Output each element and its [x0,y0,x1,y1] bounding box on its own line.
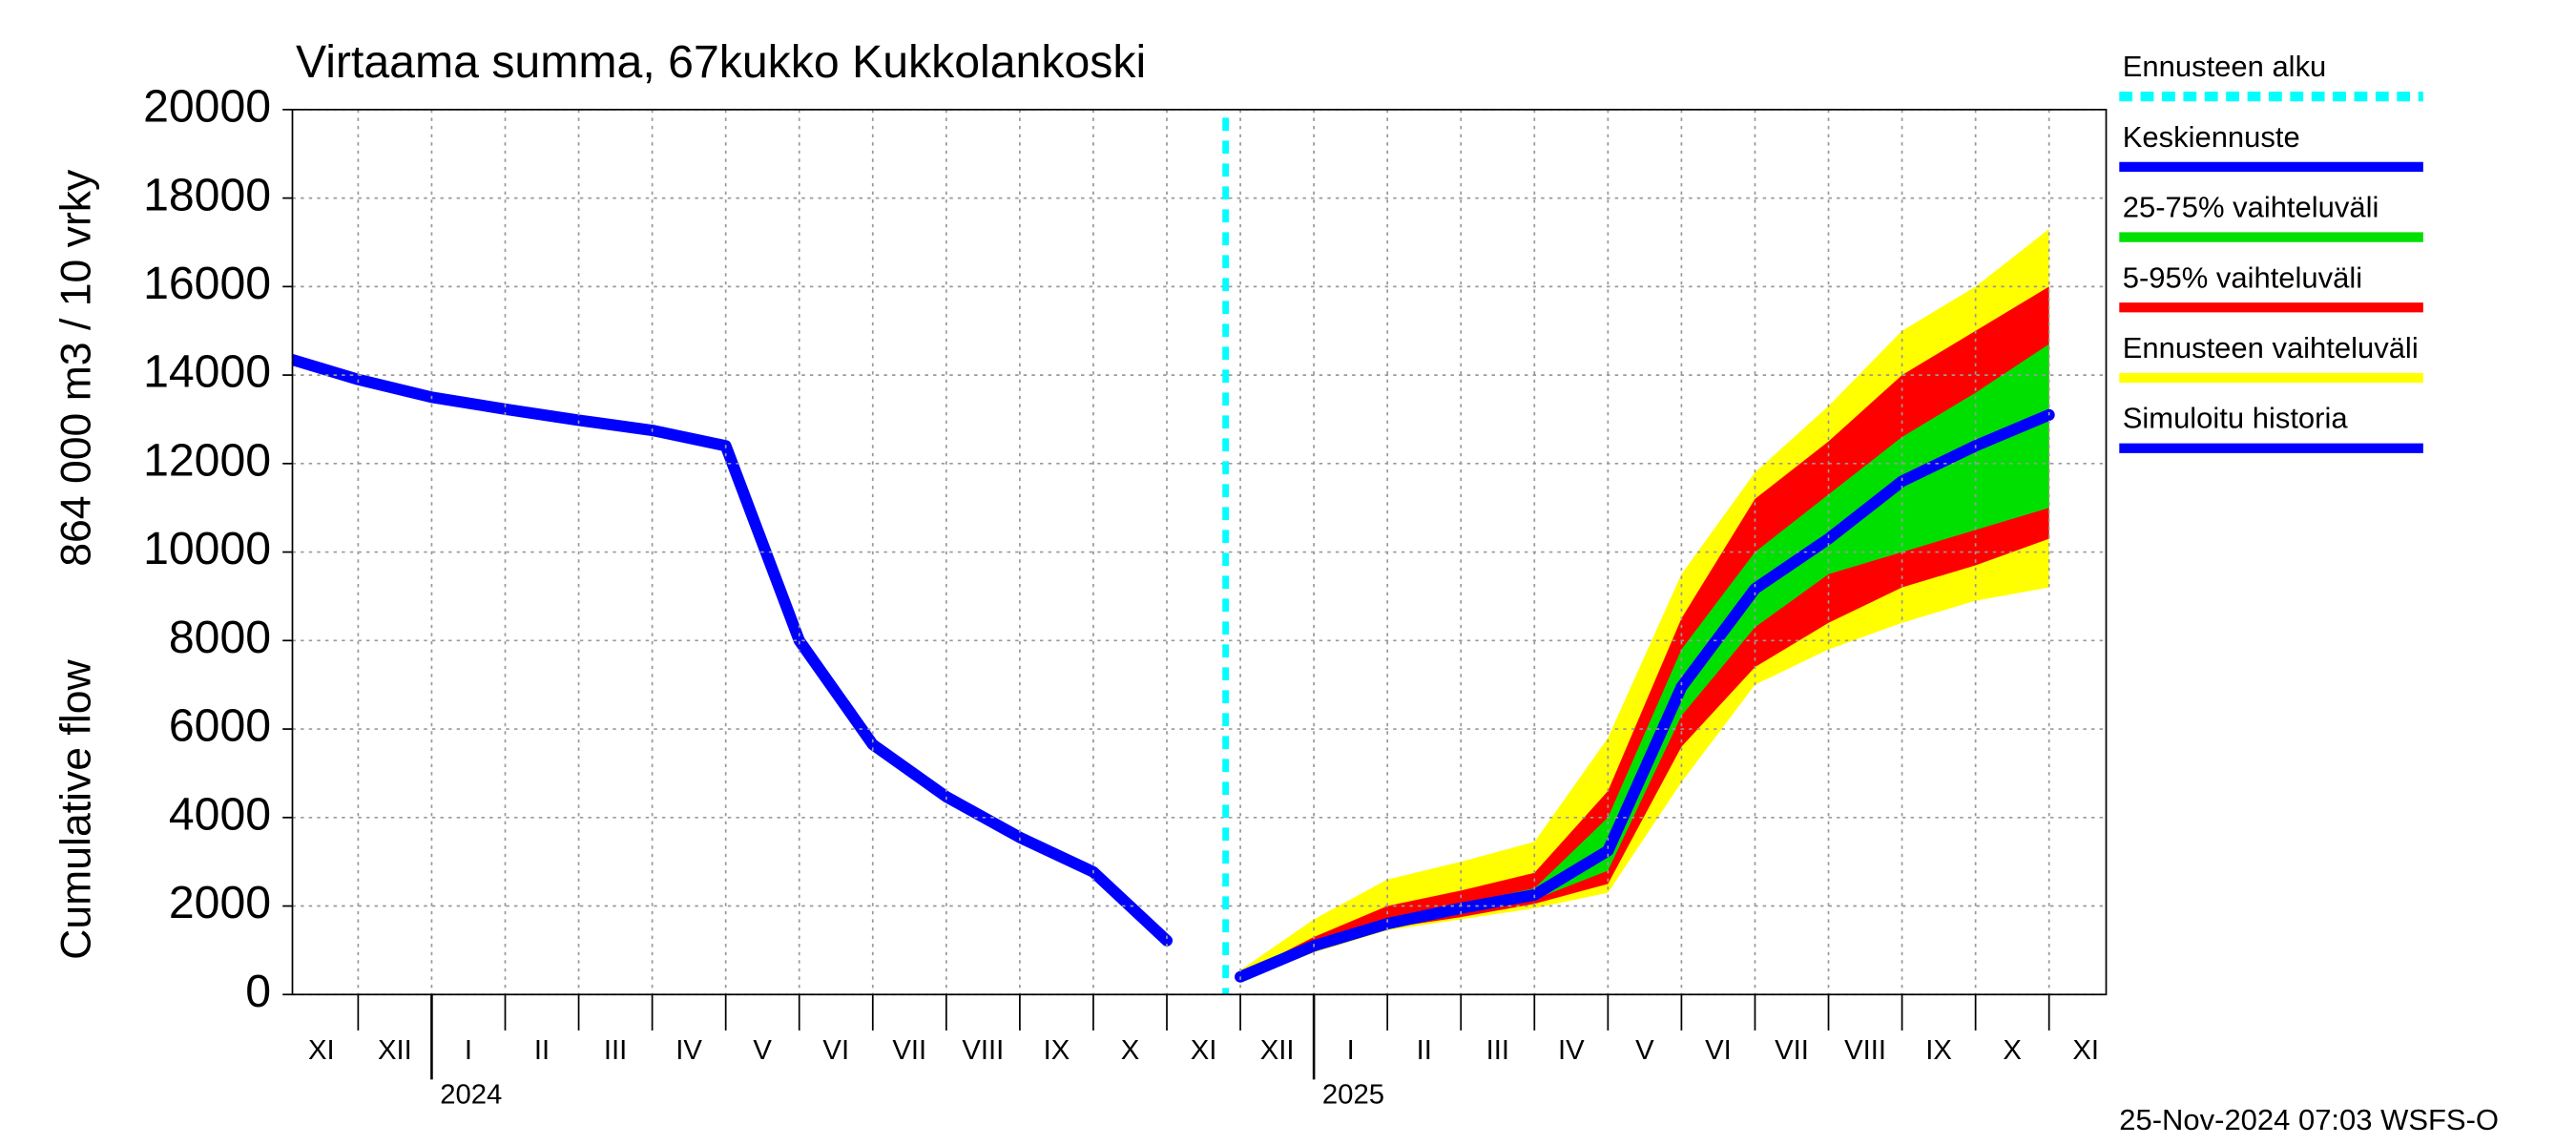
y-tick-label: 8000 [169,612,271,663]
y-tick-label: 4000 [169,789,271,841]
legend-label: Simuloitu historia [2123,402,2349,435]
x-tick-label: VII [1775,1035,1809,1066]
legend-label: Ennusteen alku [2123,50,2327,83]
y-axis-label: 864 000 m3 / 10 vrky [52,169,99,567]
x-tick-label: IX [1044,1035,1070,1066]
x-tick-label: IV [1558,1035,1585,1066]
x-tick-label: III [604,1035,627,1066]
band-area [1240,229,2049,982]
y-tick-label: 0 [245,966,271,1017]
x-tick-label: V [753,1035,772,1066]
y-tick-label: 14000 [143,346,271,398]
x-tick-label: X [2003,1035,2022,1066]
x-tick-label: IV [675,1035,702,1066]
y-tick-label: 16000 [143,258,271,309]
x-tick-label: II [534,1035,550,1066]
y-tick-label: 2000 [169,877,271,928]
year-label: 2024 [440,1079,502,1110]
x-tick-label: IX [1925,1035,1952,1066]
year-label: 2025 [1322,1079,1384,1110]
legend-label: Keskiennuste [2123,120,2300,154]
x-tick-label: I [1347,1035,1355,1066]
x-tick-label: VII [892,1035,926,1066]
x-tick-label: I [465,1035,472,1066]
x-tick-label: X [1121,1035,1140,1066]
y-tick-label: 20000 [143,81,271,133]
y-tick-label: 6000 [169,700,271,752]
plot-frame [291,109,2108,996]
x-tick-label: XI [1191,1035,1217,1066]
y-tick-label: 18000 [143,169,271,220]
x-tick-label: XI [2072,1035,2099,1066]
x-tick-label: XII [378,1035,412,1066]
y-tick-label: 10000 [143,523,271,574]
x-tick-label: III [1486,1035,1509,1066]
chart-title: Virtaama summa, 67kukko Kukkolankoski [296,36,1146,88]
x-tick-label: VIII [962,1035,1004,1066]
timestamp: 25-Nov-2024 07:03 WSFS-O [2119,1103,2499,1136]
x-tick-label: VI [822,1035,849,1066]
x-tick-label: XII [1260,1035,1295,1066]
x-tick-label: V [1635,1035,1654,1066]
x-tick-label: XI [308,1035,335,1066]
y-tick-label: 12000 [143,435,271,487]
x-tick-label: VIII [1844,1035,1886,1066]
series-line [1235,408,2055,983]
x-tick-label: II [1417,1035,1432,1066]
y-axis-label: Cumulative flow [52,659,99,960]
band-area [1240,286,2049,980]
legend-label: 5-95% vaihteluväli [2123,260,2362,294]
band-area [1240,344,2049,978]
legend-label: Ennusteen vaihteluväli [2123,331,2419,364]
legend-label: 25-75% vaihteluväli [2123,191,2379,224]
x-tick-label: VI [1705,1035,1732,1066]
